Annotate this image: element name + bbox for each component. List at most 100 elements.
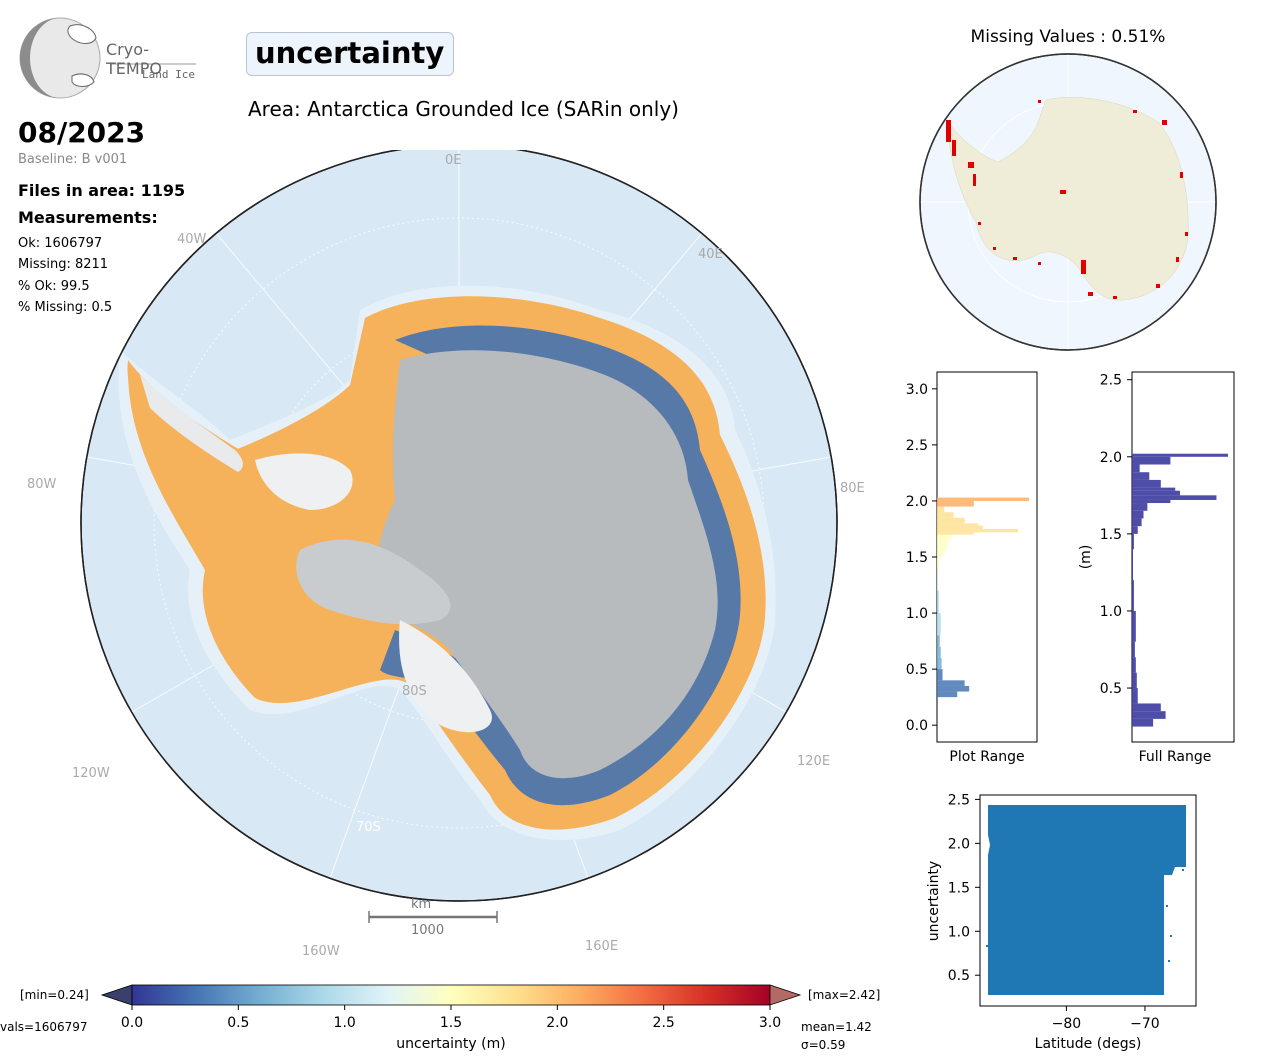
- hist-plot-range-ytick-label: 3.0: [906, 382, 928, 398]
- hist-plot-range-xlabel: Plot Range: [949, 749, 1024, 765]
- hist-full-range-bar: [1132, 703, 1161, 712]
- colorbar-tick-label: 0.0: [121, 1015, 143, 1031]
- colorbar-tick-label: 1.0: [334, 1015, 356, 1031]
- logo-subtitle: Land Ice: [142, 68, 195, 81]
- hist-plot-range-bar: [937, 512, 954, 518]
- lon-label-40e: 40E: [698, 247, 723, 262]
- scale-bar-unit: km: [411, 897, 431, 912]
- colorbar-max-extension: [769, 984, 802, 1006]
- scatter-xtick-label: −70: [1130, 1016, 1160, 1032]
- scale-bar-value: 1000: [411, 923, 444, 938]
- scatter-outliers: [986, 869, 1184, 962]
- colorbar-tick-label: 2.5: [653, 1015, 675, 1031]
- hist-plot-range-bar: [937, 646, 941, 658]
- hist-plot-range-bar: [937, 523, 979, 526]
- scatter-ytick-label: 0.5: [948, 968, 970, 984]
- hist-full-range-bar: [1132, 657, 1136, 673]
- title-box: [246, 32, 454, 76]
- lat-label-70s: 70S: [356, 820, 381, 835]
- scatter-plot: 0.5 1.0 1.5 2.0 2.5 −80 −70 Latitude (degs) u…: [926, 792, 1197, 1052]
- ronne-filchner-shelf: [255, 453, 353, 510]
- hist-plot-range-bar: [937, 590, 939, 614]
- hist-full-range-bar: [1132, 499, 1171, 504]
- measurements-title: Measurements:: [18, 208, 158, 227]
- lon-label-40w: 40W: [177, 232, 207, 247]
- scatter-ytick-label: 2.0: [948, 836, 970, 852]
- west-antarctic-interior: [296, 539, 451, 625]
- lon-label-160w: 160W: [302, 944, 340, 959]
- hist-full-range-bar: [1132, 718, 1154, 727]
- hist-plot-range-ytick-label: 1.0: [906, 606, 928, 622]
- hist-plot-range-bar: [937, 500, 974, 507]
- area-label: Area: Antarctica Grounded Ice (SARin onl…: [248, 97, 679, 121]
- hist-full-range-bar: [1132, 487, 1176, 491]
- hist-full-range-bar: [1132, 464, 1140, 473]
- hist-full-range-bar: [1132, 549, 1133, 581]
- hist-full-range-bar: [1132, 479, 1161, 488]
- hist-plot-range-bar: [937, 534, 952, 541]
- hist-plot-range-bar: [937, 506, 945, 513]
- page-title: uncertainty: [255, 36, 445, 70]
- scatter-points: [988, 805, 1186, 995]
- hist-plot-range-bars: [937, 497, 1029, 698]
- lon-label-120e: 120E: [797, 754, 830, 769]
- hist-plot-range-yticks: 0.0 0.5 1.0 1.5 2.0 2.5 3.0: [906, 382, 937, 734]
- colorbar-tick-label: 1.5: [440, 1015, 462, 1031]
- missing-values-map: [919, 53, 1217, 351]
- hist-plot-range-bar: [937, 691, 958, 698]
- scatter-xlabel: Latitude (degs): [1035, 1036, 1142, 1052]
- hist-plot-range-bar: [937, 669, 943, 681]
- colorbar-tick-label: 3.0: [759, 1015, 781, 1031]
- hist-plot-range-bar: [937, 497, 1029, 501]
- hist-plot-range-bar: [937, 545, 947, 552]
- lon-label-160e: 160E: [585, 939, 618, 954]
- map-border: [80, 150, 838, 902]
- hist-plot-range-bar: [937, 517, 965, 524]
- hist-plot-range-ytick-label: 0.5: [906, 662, 928, 678]
- colorbar-mean: mean=1.42: [801, 1020, 872, 1034]
- logo: Cryo-TEMPO Land Ice: [18, 16, 203, 100]
- hist-plot-range-bar: [937, 685, 970, 692]
- scatter-xticks: −80 −70: [1052, 1006, 1160, 1032]
- hist-full-range-ytick-label: 2.0: [1100, 450, 1122, 466]
- hist-full-range-bars: [1132, 453, 1228, 727]
- hist-full-range-bar: [1132, 518, 1142, 527]
- stat-ok: Ok: 1606797: [18, 236, 103, 251]
- colorbar-tick-label: 0.5: [227, 1015, 249, 1031]
- hist-plot-range-bar: [937, 635, 940, 647]
- logo-name: Cryo-TEMPO: [106, 40, 162, 78]
- hist-plot-range-bar: [937, 532, 974, 535]
- colorbar-ticks: 0.0 0.5 1.0 1.5 2.0 2.5 3.0: [121, 1005, 781, 1031]
- hist-full-range-bar: [1132, 641, 1135, 658]
- hist-full-range-bar: [1132, 510, 1144, 519]
- lon-label-120w: 120W: [72, 766, 110, 781]
- hist-plot-range-ytick-label: 1.5: [906, 550, 928, 566]
- scatter-ylabel: uncertainty: [926, 861, 942, 941]
- hist-plot-range-ytick-label: 0.0: [906, 718, 928, 734]
- colorbar-sigma: σ=0.59: [801, 1038, 845, 1052]
- hist-plot-range-bar: [937, 613, 941, 636]
- missing-map-continent: [947, 97, 1189, 301]
- hist-full-range-bar: [1132, 472, 1150, 480]
- colorbar: 0.0 0.5 1.0 1.5 2.0 2.5 3.0 uncertainty (m) [m…: [0, 984, 880, 1052]
- lat-label-80s: 80S: [402, 684, 427, 699]
- lon-labels: 0E 40E 80E 120E 160E 160W 120W 80W 40W: [27, 153, 865, 959]
- peninsula-interior: [140, 375, 243, 472]
- main-map: 0E 40E 80E 120E 160E 160W 120W 80W 40W 8…: [27, 150, 865, 959]
- hist-plot-range-ytick-label: 2.0: [906, 494, 928, 510]
- hist-full-range-ytick-label: 1.5: [1100, 527, 1122, 543]
- ice-interior: [375, 350, 718, 779]
- hist-full-range-ytick-label: 1.0: [1100, 604, 1122, 620]
- colorbar-gradient: [131, 984, 771, 1006]
- hist-full-range-bar: [1132, 503, 1148, 511]
- lon-label-0e: 0E: [445, 153, 462, 168]
- scatter-ytick-label: 2.5: [948, 792, 970, 808]
- hist-full-range-bar: [1132, 533, 1134, 550]
- hist-plot-range-bar: [937, 540, 949, 546]
- hist-plot-range-bar: [937, 657, 942, 670]
- hist-plot-range-bar: [937, 551, 943, 557]
- hist-full-range: 0.5 1.0 1.5 2.0 2.5 Full Range (m): [1078, 371, 1235, 765]
- colorbar-nvals: vals=1606797: [0, 1020, 88, 1034]
- hist-full-range-bar: [1132, 495, 1217, 500]
- hist-full-range-bar: [1132, 580, 1134, 611]
